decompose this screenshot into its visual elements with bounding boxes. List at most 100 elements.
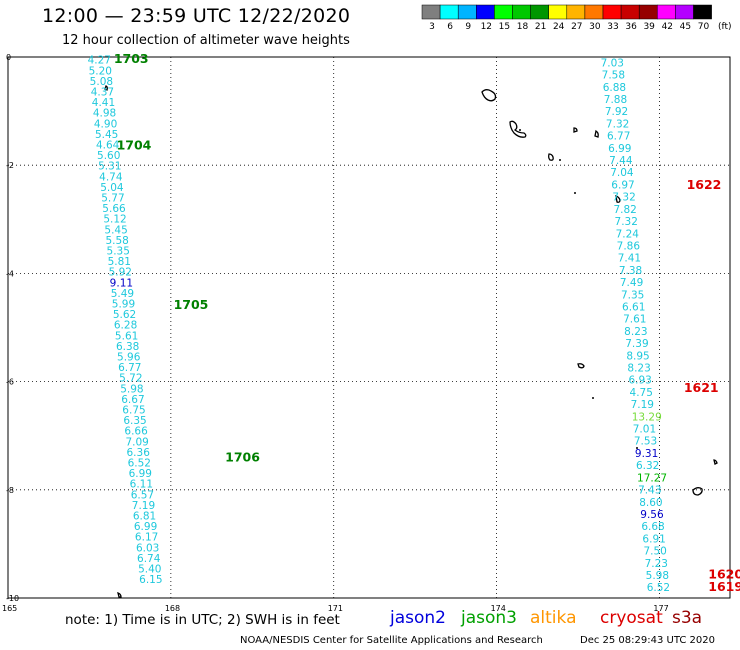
color-scale-label: 42 xyxy=(661,22,674,32)
wave-height-value: 8.23 xyxy=(627,363,650,375)
wave-height-value: 8.23 xyxy=(624,326,647,338)
island-outline xyxy=(548,153,554,161)
pass-time-label: 1621 xyxy=(684,380,719,395)
wave-height-value: 6.35 xyxy=(123,415,146,427)
footer-note: note: 1) Time is in UTC; 2) SWH is in fe… xyxy=(65,612,340,628)
wave-height-value: 5.98 xyxy=(646,570,669,582)
wave-height-value: 6.28 xyxy=(114,320,137,332)
wave-height-value: 5.62 xyxy=(113,309,136,321)
page-subtitle: 12 hour collection of altimeter wave hei… xyxy=(62,33,350,48)
color-swatch xyxy=(657,4,676,20)
wave-height-value: 5.45 xyxy=(95,129,118,141)
color-scale-label: 30 xyxy=(589,22,601,32)
pass-time-label: 1620 xyxy=(708,567,740,582)
color-swatch xyxy=(494,4,513,20)
wave-height-value: 6.99 xyxy=(608,143,631,155)
pass-time-label: 1703 xyxy=(114,51,149,66)
color-swatch xyxy=(476,4,495,20)
wave-height-value: 6.75 xyxy=(122,404,145,416)
color-swatch xyxy=(530,4,549,20)
x-tick-label: 171 xyxy=(328,604,343,613)
legend-jason3: jason3 xyxy=(461,608,517,628)
wave-height-value: 5.81 xyxy=(108,256,131,268)
wave-height-value: 6.88 xyxy=(603,82,626,94)
wave-height-value: 7.32 xyxy=(612,192,635,204)
pass-time-label: 1706 xyxy=(225,449,260,464)
color-scale-label: 70 xyxy=(697,22,710,32)
wave-height-value: 5.99 xyxy=(112,298,135,310)
wave-height-value: 8.60 xyxy=(639,497,662,509)
wave-height-value: 5.66 xyxy=(102,203,126,215)
axis-labels: 165 168 171 174 177 0 -2 -4 -6 -8 -10 xyxy=(2,53,669,613)
island-outlines xyxy=(104,85,718,598)
wave-height-value: 4.64 xyxy=(96,139,120,151)
wave-height-value: 6.77 xyxy=(607,131,630,143)
wave-height-value: 4.98 xyxy=(93,108,116,120)
generated-date: Dec 25 08:29:43 UTC 2020 xyxy=(580,635,715,646)
wave-height-value: 6.17 xyxy=(135,532,158,544)
island-outline xyxy=(577,363,585,369)
x-tick-label: 174 xyxy=(491,604,506,613)
wave-height-value: 7.04 xyxy=(610,167,634,179)
island-outline xyxy=(692,487,703,496)
color-scale-label: 12 xyxy=(480,22,493,32)
wave-height-value: 5.98 xyxy=(120,383,143,395)
wave-height-value: 7.49 xyxy=(620,277,643,289)
wave-height-value: 7.32 xyxy=(606,118,629,130)
wave-height-value: 7.01 xyxy=(633,424,656,436)
color-swatch xyxy=(512,4,531,20)
island-dot xyxy=(574,192,576,194)
legend-s3a: s3a xyxy=(672,608,703,628)
wave-height-value: 5.45 xyxy=(104,224,127,236)
color-swatch xyxy=(457,4,477,20)
wave-height-value: 5.35 xyxy=(107,245,130,257)
wave-height-value: 7.35 xyxy=(621,289,644,301)
wave-height-value: 5.12 xyxy=(103,214,126,226)
color-scale-label: 21 xyxy=(534,22,547,32)
wave-height-value: 4.27 xyxy=(88,55,111,67)
legend-jason2: jason2 xyxy=(390,608,446,628)
wave-height-value: 6.68 xyxy=(641,521,664,533)
wave-height-value: 5.20 xyxy=(89,65,112,77)
island-outline xyxy=(615,195,621,203)
y-tick-label: -6 xyxy=(6,378,14,387)
page-title: 12:00 — 23:59 UTC 12/22/2020 xyxy=(42,5,351,27)
color-scale-label: 9 xyxy=(465,22,472,32)
wave-height-value: 9.56 xyxy=(640,509,664,521)
color-scale-label: 3 xyxy=(429,22,435,32)
color-scale-label: 18 xyxy=(516,22,529,32)
wave-height-value: 7.09 xyxy=(125,436,148,448)
color-swatch xyxy=(693,4,712,20)
legend-cryosat: cryosat xyxy=(600,608,663,628)
wave-height-value: 7.86 xyxy=(617,240,641,252)
y-tick-label: -2 xyxy=(6,161,14,170)
pass-time-label: 1705 xyxy=(174,297,209,312)
wave-height-value: 7.38 xyxy=(619,265,642,277)
map-frame xyxy=(7,56,731,599)
wave-height-value: 5.08 xyxy=(90,76,113,88)
color-scale-label: 45 xyxy=(679,22,692,32)
wave-height-value: 6.11 xyxy=(130,479,153,491)
y-tick-label: -10 xyxy=(6,594,19,603)
island-outline xyxy=(104,85,108,91)
wave-height-value: 5.31 xyxy=(98,161,121,173)
credit-text: NOAA/NESDIS Center for Satellite Applica… xyxy=(240,635,543,646)
wave-height-value: 7.44 xyxy=(609,155,633,167)
color-scale-label: 24 xyxy=(552,22,565,32)
island-outline xyxy=(481,89,497,102)
island-dot xyxy=(519,129,521,131)
y-tick-label: 0 xyxy=(6,53,11,62)
wave-height-value: 7.50 xyxy=(643,546,666,558)
wave-height-value: 4.41 xyxy=(92,97,115,109)
wave-height-value: 6.38 xyxy=(116,341,139,353)
island-dot xyxy=(559,159,561,161)
wave-height-values: 4.275.205.084.374.414.984.905.454.645.60… xyxy=(88,55,671,594)
wave-height-value: 7.39 xyxy=(625,338,648,350)
wave-height-value: 7.43 xyxy=(638,485,661,497)
wave-height-value: 7.32 xyxy=(615,216,638,228)
wave-height-value: 7.53 xyxy=(634,436,657,448)
grid-lines xyxy=(7,56,731,599)
wave-height-value: 6.97 xyxy=(611,179,634,191)
wave-height-value: 5.04 xyxy=(100,182,124,194)
